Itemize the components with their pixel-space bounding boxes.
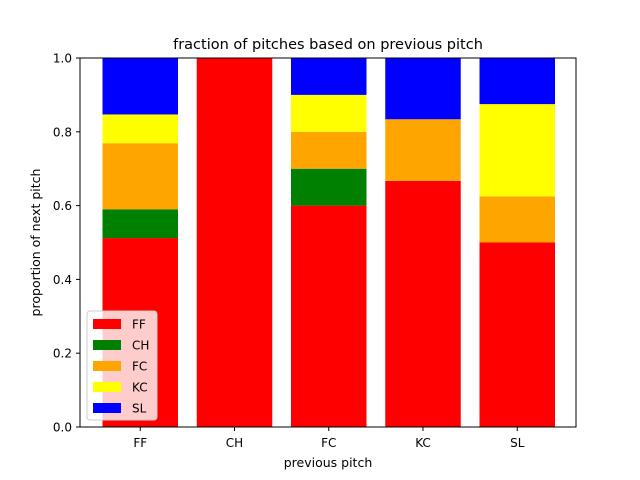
legend-swatch-ff <box>93 319 121 329</box>
bar-ff-ch <box>102 209 178 239</box>
bar-kc-fc <box>385 119 461 181</box>
bar-ch-ff <box>196 58 273 427</box>
x-axis: FF CH FC KC SL <box>133 427 525 450</box>
legend-label-ff: FF <box>132 318 146 332</box>
x-tick-label-kc: KC <box>415 436 431 450</box>
bar-ff-kc <box>102 114 178 144</box>
x-tick-label-fc: FC <box>321 436 336 450</box>
bars-group <box>102 58 555 427</box>
bar-kc-sl <box>385 58 461 120</box>
y-tick-label: 0.2 <box>53 347 72 361</box>
x-tick-label-ch: CH <box>226 436 243 450</box>
y-axis-label: proportion of next pitch <box>28 169 43 317</box>
plot-frame <box>79 57 577 428</box>
legend-label-fc: FC <box>132 360 147 374</box>
bar-sl-fc <box>479 196 555 243</box>
legend-swatch-ch <box>93 340 121 350</box>
y-tick-label: 0.6 <box>53 199 72 213</box>
legend: FF CH FC KC SL <box>86 310 158 421</box>
bar-ff-sl <box>102 58 178 115</box>
bar-kc-ff <box>385 180 461 427</box>
legend-label-kc: KC <box>132 381 148 395</box>
legend-label-ch: CH <box>132 339 149 353</box>
bar-fc-sl <box>291 58 367 95</box>
y-tick-label: 1.0 <box>53 52 72 66</box>
y-tick-label: 0.4 <box>53 273 72 287</box>
bar-sl-sl <box>479 58 555 105</box>
x-tick-label-sl: SL <box>510 436 525 450</box>
bar-fc-fc <box>291 131 367 169</box>
bar-sl-ff <box>479 242 555 427</box>
legend-swatch-kc <box>93 382 121 392</box>
legend-box <box>86 310 158 421</box>
x-tick-label-ff: FF <box>133 436 147 450</box>
x-axis-label: previous pitch <box>284 455 373 470</box>
legend-label-sl: SL <box>132 402 147 416</box>
legend-swatch-sl <box>93 403 121 413</box>
bar-ff-fc <box>102 143 178 210</box>
y-tick-label: 0.8 <box>53 125 72 139</box>
bar-fc-kc <box>291 94 367 132</box>
chart-title: fraction of pitches based on previous pi… <box>173 37 483 53</box>
y-axis: 0.0 0.2 0.4 0.6 0.8 1.0 <box>53 52 80 435</box>
bar-sl-kc <box>479 104 555 197</box>
bar-fc-ch <box>291 168 367 206</box>
y-tick-label: 0.0 <box>53 421 72 435</box>
legend-swatch-fc <box>93 361 121 371</box>
bar-fc-ff <box>291 205 367 427</box>
